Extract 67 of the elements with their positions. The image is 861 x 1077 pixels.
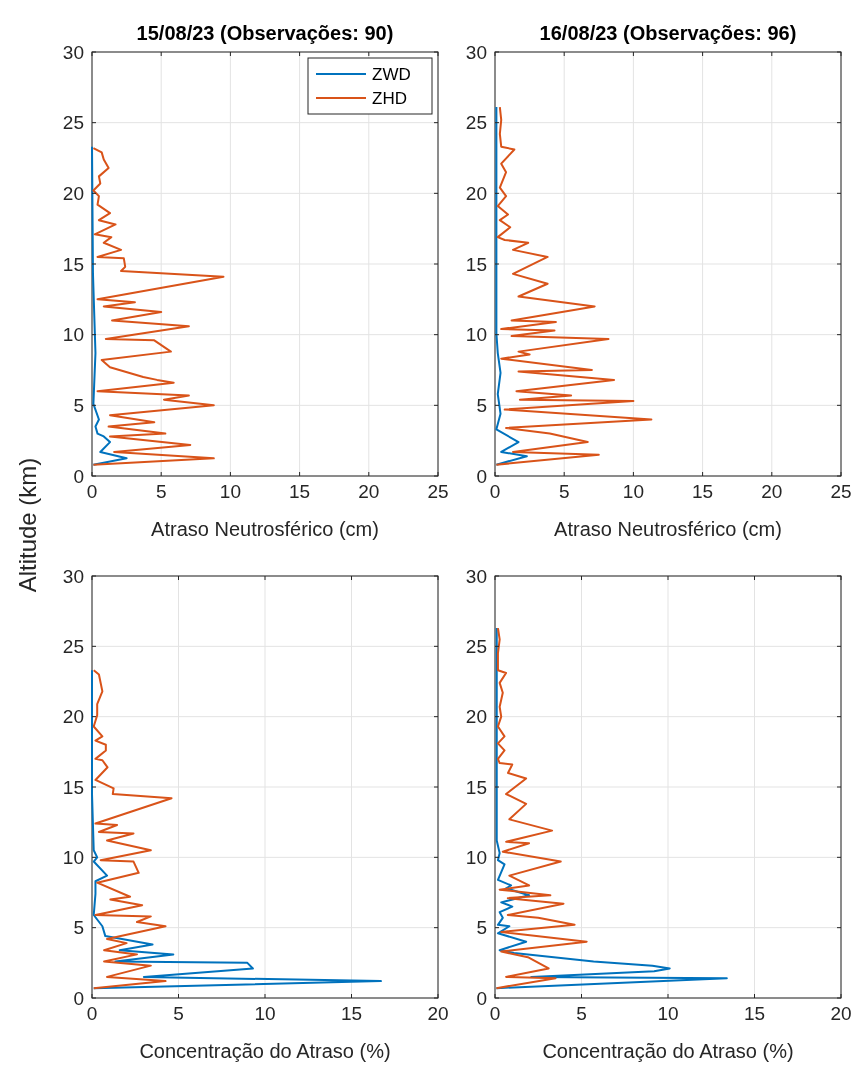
y-tick-label: 0 (476, 465, 487, 487)
line-series (91, 669, 382, 990)
y-tick-label: 30 (62, 565, 84, 587)
x-tick-label: 10 (219, 481, 241, 502)
y-tick-label: 10 (62, 324, 84, 346)
x-tick-label: 0 (489, 481, 501, 502)
x-tick-label: 10 (622, 481, 644, 502)
x-tick-label: 20 (830, 1003, 852, 1024)
line-series (495, 106, 653, 466)
legend-label: ZHD (372, 88, 407, 108)
y-tick-label: 15 (62, 776, 84, 798)
x-tick-label: 0 (86, 1003, 98, 1024)
y-tick-label: 10 (465, 324, 487, 346)
x-tick-label: 15 (743, 1003, 766, 1024)
y-tick-label: 30 (465, 565, 487, 587)
legend-label: ZWD (372, 64, 411, 84)
x-tick-label: 10 (657, 1003, 679, 1024)
y-tick-label: 5 (73, 394, 84, 416)
y-tick-label: 0 (73, 465, 84, 487)
x-tick-label: 25 (830, 481, 852, 502)
x-tick-label: 0 (489, 1003, 501, 1024)
line-series (495, 106, 528, 466)
x-tick-label: 15 (692, 481, 714, 502)
y-tick-label: 20 (62, 706, 84, 728)
y-tick-label: 15 (465, 776, 487, 798)
chart-title: 15/08/23 (Observações: 90) (136, 22, 394, 44)
y-tick-label: 15 (62, 253, 84, 275)
x-tick-label: 5 (155, 481, 167, 502)
y-tick-label: 10 (62, 846, 84, 868)
x-axis-title: Concentração do Atraso (%) (542, 1040, 794, 1062)
x-tick-label: 5 (558, 481, 570, 502)
x-tick-label: 0 (86, 481, 98, 502)
x-axis-title: Concentração do Atraso (%) (139, 1040, 391, 1062)
y-tick-label: 25 (465, 112, 487, 134)
line-series (495, 627, 588, 990)
x-tick-label: 5 (576, 1003, 587, 1024)
line-series (92, 669, 173, 990)
y-tick-label: 25 (62, 112, 84, 134)
x-tick-label: 5 (173, 1003, 184, 1024)
x-tick-label: 15 (340, 1003, 363, 1024)
y-tick-label: 30 (465, 41, 487, 63)
y-tick-label: 10 (465, 846, 487, 868)
y-tick-label: 5 (476, 917, 487, 939)
y-tick-label: 5 (476, 394, 487, 416)
x-axis-title: Atraso Neutrosférico (cm) (554, 518, 782, 540)
y-tick-label: 20 (465, 706, 487, 728)
y-tick-label: 0 (476, 987, 487, 1009)
y-tick-label: 0 (73, 987, 84, 1009)
line-series (92, 147, 225, 466)
y-tick-label: 30 (62, 41, 84, 63)
x-tick-label: 20 (427, 1003, 449, 1024)
x-axis-title: Atraso Neutrosférico (cm) (151, 518, 379, 540)
x-tick-label: 25 (427, 481, 449, 502)
x-tick-label: 20 (358, 481, 380, 502)
y-tick-label: 20 (62, 182, 84, 204)
y-tick-label: 25 (62, 635, 84, 657)
y-tick-label: 20 (465, 182, 487, 204)
x-tick-label: 10 (254, 1003, 276, 1024)
line-series (495, 627, 728, 990)
x-tick-label: 20 (761, 481, 783, 502)
y-tick-label: 5 (73, 917, 84, 939)
y-tick-label: 25 (465, 635, 487, 657)
x-tick-label: 15 (289, 481, 311, 502)
line-series (91, 145, 128, 466)
chart-title: 16/08/23 (Observações: 96) (539, 22, 797, 44)
y-tick-label: 15 (465, 253, 487, 275)
y-axis-title: Altitude (km) (14, 457, 41, 593)
